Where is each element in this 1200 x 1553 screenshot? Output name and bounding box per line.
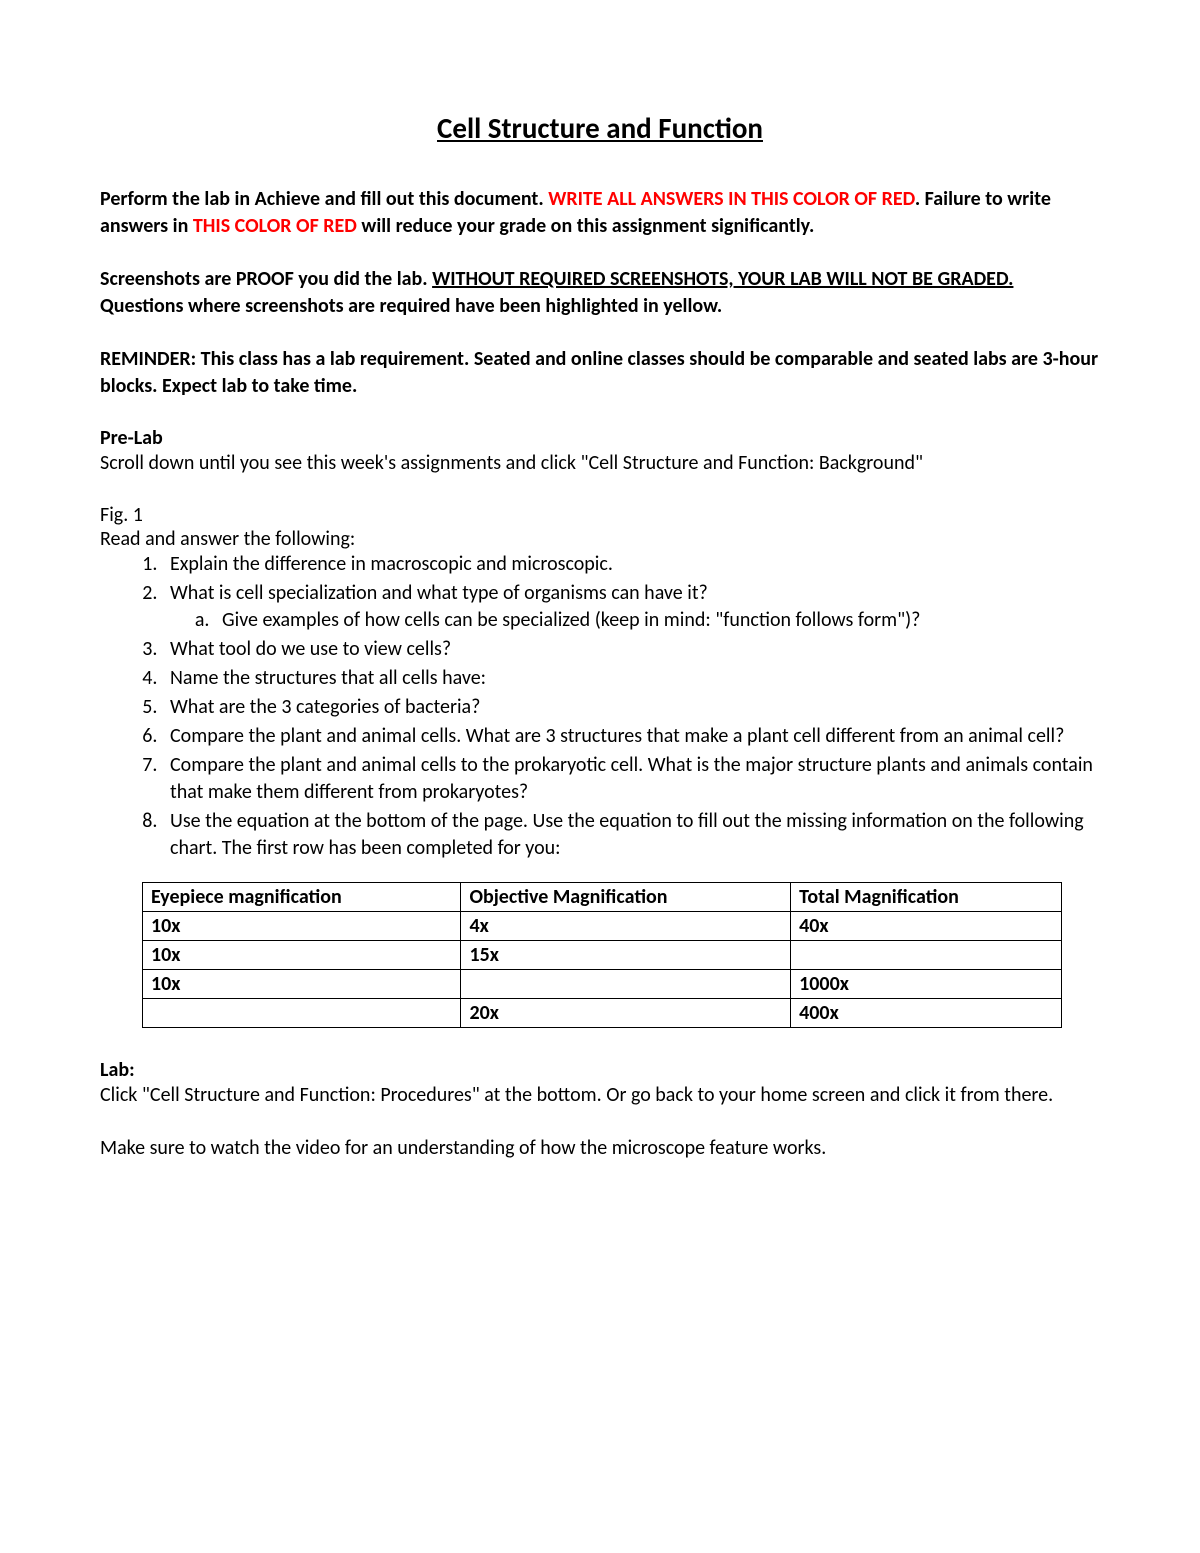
table-row: 20x 400x: [143, 999, 1062, 1028]
table-cell: [461, 970, 791, 999]
intro-p1-red-1: WRITE ALL ANSWERS IN THIS COLOR OF RED: [548, 187, 915, 211]
table-cell: 20x: [461, 999, 791, 1028]
table-header-eyepiece: Eyepiece magnification: [143, 883, 461, 912]
lab-paragraph-2: Make sure to watch the video for an unde…: [100, 1135, 1100, 1162]
table-cell: 10x: [143, 941, 461, 970]
magnification-table: Eyepiece magnification Objective Magnifi…: [142, 882, 1062, 1028]
question-5: What are the 3 categories of bacteria?: [162, 694, 1100, 721]
question-7: Compare the plant and animal cells to th…: [162, 752, 1100, 806]
question-2-sublist: Give examples of how cells can be specia…: [170, 607, 1100, 634]
intro-p2-text-a: Screenshots are PROOF you did the lab.: [100, 267, 432, 291]
table-header-total: Total Magnification: [791, 883, 1062, 912]
question-1: Explain the difference in macroscopic an…: [162, 551, 1100, 578]
list-intro: Read and answer the following:: [100, 527, 1100, 551]
intro-paragraph-2: Screenshots are PROOF you did the lab. W…: [100, 266, 1100, 320]
question-4: Name the structures that all cells have:: [162, 665, 1100, 692]
page-title: Cell Structure and Function: [100, 110, 1100, 146]
table-cell: 10x: [143, 912, 461, 941]
question-6: Compare the plant and animal cells. What…: [162, 723, 1100, 750]
prelab-section: Pre-Lab Scroll down until you see this w…: [100, 426, 1100, 477]
intro-p2-underlined: WITHOUT REQUIRED SCREENSHOTS, YOUR LAB W…: [432, 267, 1013, 291]
lab-heading: Lab:: [100, 1058, 1100, 1082]
intro-paragraph-3: REMINDER: This class has a lab requireme…: [100, 346, 1100, 400]
question-2-text: What is cell specialization and what typ…: [170, 581, 708, 605]
table-header-row: Eyepiece magnification Objective Magnifi…: [143, 883, 1062, 912]
table-cell: [791, 941, 1062, 970]
intro-p1-red-2: THIS COLOR OF RED: [193, 214, 357, 238]
figure-label: Fig. 1: [100, 503, 1100, 527]
table-row: 10x 1000x: [143, 970, 1062, 999]
question-8: Use the equation at the bottom of the pa…: [162, 808, 1100, 862]
table-header-objective: Objective Magnification: [461, 883, 791, 912]
document-page: Cell Structure and Function Perform the …: [0, 0, 1200, 1248]
table-row: 10x 4x 40x: [143, 912, 1062, 941]
table-cell: 1000x: [791, 970, 1062, 999]
question-2a: Give examples of how cells can be specia…: [214, 607, 1100, 634]
table-row: 10x 15x: [143, 941, 1062, 970]
prelab-text: Scroll down until you see this week's as…: [100, 450, 1100, 477]
table-cell: 40x: [791, 912, 1062, 941]
table-cell: 15x: [461, 941, 791, 970]
table-cell: [143, 999, 461, 1028]
intro-p1-text-c: will reduce your grade on this assignmen…: [357, 214, 814, 238]
intro-p2-text-b: Questions where screenshots are required…: [100, 294, 722, 318]
table-cell: 4x: [461, 912, 791, 941]
prelab-heading: Pre-Lab: [100, 426, 1100, 450]
intro-paragraph-1: Perform the lab in Achieve and fill out …: [100, 186, 1100, 240]
question-list: Explain the difference in macroscopic an…: [100, 551, 1100, 862]
intro-p1-text-a: Perform the lab in Achieve and fill out …: [100, 187, 548, 211]
question-2: What is cell specialization and what typ…: [162, 580, 1100, 634]
lab-paragraph-1: Click "Cell Structure and Function: Proc…: [100, 1082, 1100, 1109]
table-cell: 10x: [143, 970, 461, 999]
table-cell: 400x: [791, 999, 1062, 1028]
question-3: What tool do we use to view cells?: [162, 636, 1100, 663]
